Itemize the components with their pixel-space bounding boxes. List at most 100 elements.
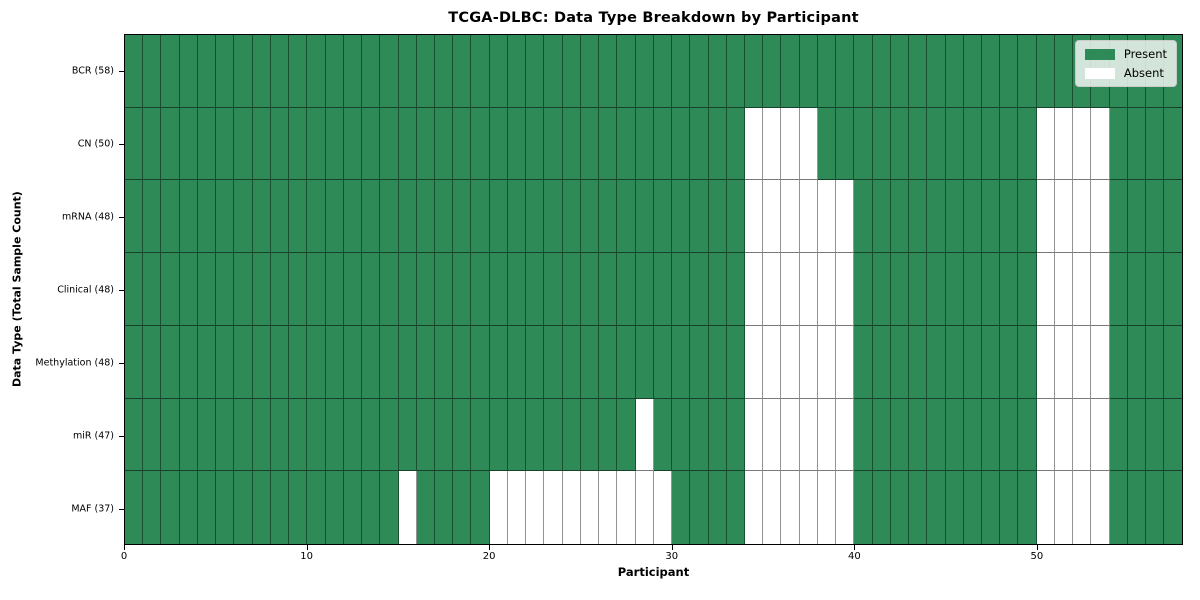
heatmap-cell <box>252 107 271 181</box>
heatmap-cell <box>1000 398 1019 472</box>
heatmap-cell <box>161 471 180 545</box>
heatmap-cell <box>562 325 581 399</box>
heatmap-cell <box>453 35 472 108</box>
heatmap-cell <box>1127 471 1147 545</box>
heatmap-cell <box>672 471 691 545</box>
heatmap-cell <box>726 107 745 181</box>
heatmap-cell <box>526 180 545 254</box>
y-tick-mark <box>119 143 124 145</box>
heatmap-cell <box>890 398 910 472</box>
heatmap-cell <box>362 471 381 545</box>
heatmap-cell <box>471 325 490 399</box>
heatmap-cell <box>580 471 600 545</box>
heatmap-cell <box>216 180 235 254</box>
heatmap-cell <box>635 398 654 472</box>
heatmap-cell <box>1054 471 1074 545</box>
heatmap-cell <box>1054 107 1074 181</box>
heatmap-cell <box>453 253 472 326</box>
heatmap-cell <box>909 253 928 326</box>
heatmap-cell <box>143 180 162 254</box>
heatmap-cell <box>799 471 818 545</box>
heatmap-cell <box>398 471 417 545</box>
heatmap-cell <box>179 35 198 108</box>
heatmap-cell <box>708 107 727 181</box>
heatmap-cell <box>708 253 727 326</box>
heatmap-cell <box>836 398 855 472</box>
heatmap-cell <box>744 180 764 254</box>
heatmap-cell <box>197 325 217 399</box>
heatmap-cell <box>398 180 417 254</box>
heatmap-cell <box>763 180 782 254</box>
heatmap-cell <box>289 180 308 254</box>
heatmap-cell <box>599 35 618 108</box>
heatmap-cell <box>307 325 326 399</box>
heatmap-cell <box>726 471 745 545</box>
heatmap-cell <box>1109 107 1128 181</box>
heatmap-cell <box>799 398 818 472</box>
heatmap-cell <box>872 471 891 545</box>
heatmap-cell <box>544 180 563 254</box>
heatmap-cell <box>599 180 618 254</box>
heatmap-cell <box>763 35 782 108</box>
heatmap-cell <box>1127 253 1147 326</box>
heatmap-cell <box>890 325 910 399</box>
heatmap-cell <box>161 35 180 108</box>
heatmap-cell <box>1036 253 1055 326</box>
heatmap-cell <box>562 180 581 254</box>
heatmap-cell <box>489 398 508 472</box>
heatmap-cell <box>544 471 563 545</box>
heatmap-cell <box>216 35 235 108</box>
heatmap-cell <box>690 253 709 326</box>
heatmap-cell <box>1036 471 1055 545</box>
heatmap-cell <box>380 253 399 326</box>
heatmap-cell <box>307 107 326 181</box>
heatmap-cell <box>307 398 326 472</box>
heatmap-cell <box>125 325 144 399</box>
heatmap-cell <box>617 107 636 181</box>
heatmap-cell <box>982 398 1001 472</box>
heatmap-cell <box>216 325 235 399</box>
heatmap-cell <box>617 253 636 326</box>
heatmap-cell <box>270 253 290 326</box>
heatmap-cell <box>416 253 435 326</box>
heatmap-cell <box>489 107 508 181</box>
heatmap-cell <box>799 253 818 326</box>
heatmap-cell <box>1146 325 1165 399</box>
heatmap-cell <box>526 398 545 472</box>
heatmap-cell <box>270 471 290 545</box>
heatmap-cell <box>289 471 308 545</box>
heatmap-cell <box>289 35 308 108</box>
heatmap-cell <box>125 35 144 108</box>
heatmap-cell <box>471 35 490 108</box>
heatmap-cell <box>781 180 800 254</box>
heatmap-cell <box>471 180 490 254</box>
heatmap-cell <box>580 35 600 108</box>
heatmap-cell <box>708 325 727 399</box>
legend-swatch-icon <box>1084 67 1115 79</box>
heatmap-cell <box>982 471 1001 545</box>
heatmap-cell <box>890 253 910 326</box>
heatmap-cell <box>599 253 618 326</box>
heatmap-cell <box>362 35 381 108</box>
heatmap-cell <box>653 107 673 181</box>
heatmap-cell <box>544 325 563 399</box>
heatmap-cell <box>690 107 709 181</box>
heatmap-cell <box>325 180 344 254</box>
heatmap-cell <box>982 253 1001 326</box>
heatmap-cell <box>289 253 308 326</box>
heatmap-cell <box>161 107 180 181</box>
heatmap-cell <box>143 35 162 108</box>
heatmap-cell <box>434 35 454 108</box>
heatmap-cell <box>380 325 399 399</box>
heatmap-cell <box>854 471 873 545</box>
x-tick-mark <box>671 545 673 550</box>
heatmap-cell <box>1036 107 1055 181</box>
heatmap-cell <box>599 325 618 399</box>
heatmap-cell <box>343 107 363 181</box>
heatmap-cell <box>1018 471 1037 545</box>
heatmap-cell <box>781 325 800 399</box>
heatmap-cell <box>380 35 399 108</box>
heatmap-cell <box>653 471 673 545</box>
heatmap-cell <box>763 107 782 181</box>
heatmap-cell <box>945 35 964 108</box>
